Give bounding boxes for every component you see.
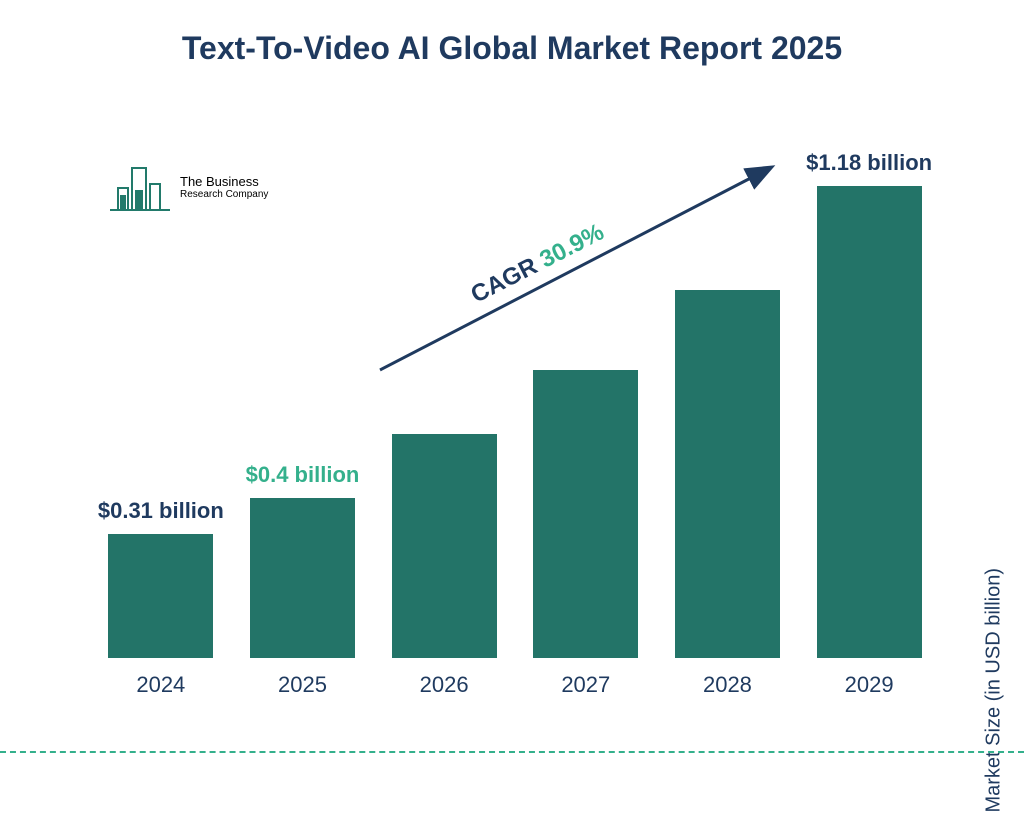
x-axis-label: 2024 bbox=[96, 672, 226, 698]
bar-value-label: $1.18 billion bbox=[799, 150, 939, 176]
bar-value-label: $0.4 billion bbox=[232, 462, 372, 488]
x-axis-label: 2029 bbox=[804, 672, 934, 698]
bar-group bbox=[379, 434, 509, 658]
bar-chart: $0.31 billion$0.4 billion$1.18 billion 2… bbox=[90, 138, 940, 698]
bar bbox=[250, 498, 355, 658]
bar-group bbox=[662, 290, 792, 658]
bar-value-label: $0.31 billion bbox=[91, 498, 231, 524]
x-axis-label: 2026 bbox=[379, 672, 509, 698]
x-axis-labels: 2024 2025 2026 2027 2028 2029 bbox=[90, 672, 940, 698]
bar-group bbox=[521, 370, 651, 658]
bottom-dashed-line bbox=[0, 751, 1024, 753]
y-axis-label: Market Size (in USD billion) bbox=[983, 568, 1006, 813]
bar bbox=[392, 434, 497, 658]
bar bbox=[675, 290, 780, 658]
bar-group: $0.4 billion bbox=[237, 498, 367, 658]
bar bbox=[108, 534, 213, 658]
bar-group: $1.18 billion bbox=[804, 186, 934, 658]
x-axis-label: 2025 bbox=[237, 672, 367, 698]
chart-title: Text-To-Video AI Global Market Report 20… bbox=[0, 30, 1024, 67]
bar bbox=[817, 186, 922, 658]
bars-container: $0.31 billion$0.4 billion$1.18 billion bbox=[90, 138, 940, 658]
bar-group: $0.31 billion bbox=[96, 534, 226, 658]
x-axis-label: 2028 bbox=[662, 672, 792, 698]
x-axis-label: 2027 bbox=[521, 672, 651, 698]
bar bbox=[533, 370, 638, 658]
